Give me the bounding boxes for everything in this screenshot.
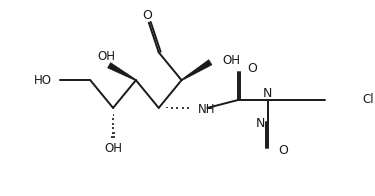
Text: OH: OH: [104, 142, 122, 155]
Text: Cl: Cl: [362, 93, 374, 106]
Text: OH: OH: [222, 54, 240, 67]
Text: O: O: [247, 62, 257, 75]
Text: HO: HO: [34, 74, 52, 87]
Text: NH: NH: [197, 103, 215, 116]
Text: N: N: [263, 87, 273, 100]
Text: OH: OH: [97, 50, 115, 63]
Text: O: O: [278, 144, 288, 157]
Polygon shape: [181, 60, 212, 81]
Text: N: N: [255, 117, 265, 130]
Text: O: O: [142, 9, 152, 22]
Polygon shape: [108, 63, 136, 81]
